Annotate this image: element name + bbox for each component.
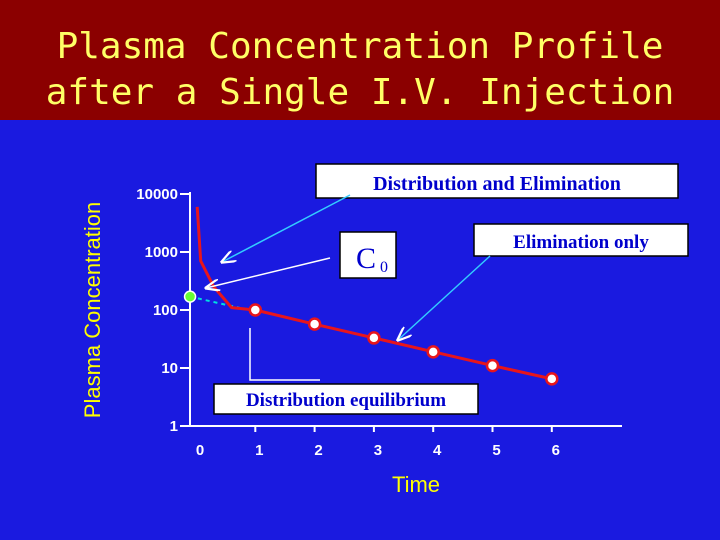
x-tick-label: 0 <box>196 442 204 459</box>
arrow-to-elimination-phase <box>398 255 491 340</box>
y-tick-label: 10 <box>161 360 178 377</box>
extrapolation-line <box>189 295 244 310</box>
y-tick-label: 1000 <box>145 244 178 261</box>
annotation-elimination-only: Elimination only <box>473 223 689 257</box>
slide-title-line-2: after a Single I.V. Injection <box>45 72 675 113</box>
x-tick-label: 1 <box>255 442 263 459</box>
y-tick-label: 1 <box>170 418 178 435</box>
y-axis-label: Plasma Concentration <box>80 202 105 418</box>
annotation-distribution-equilibrium-text: Distribution equilibrium <box>246 390 446 411</box>
arrow-to-c0 <box>206 257 331 288</box>
data-point <box>307 317 322 331</box>
x-axis-label: Time <box>392 472 440 497</box>
x-tick-label: 3 <box>374 442 382 459</box>
annotation-elimination-only-text: Elimination only <box>513 232 649 253</box>
arrow-to-distribution-phase <box>222 194 351 262</box>
x-tick-label: 5 <box>492 442 500 459</box>
annotation-distribution-elimination: Distribution and Elimination <box>315 163 679 199</box>
title-band <box>0 0 720 120</box>
data-point <box>485 358 500 373</box>
concentration-curve <box>195 206 553 381</box>
data-point <box>367 331 381 345</box>
c0-point <box>183 290 197 303</box>
equilibrium-bracket <box>249 328 320 381</box>
y-tick-label: 10000 <box>136 186 178 203</box>
x-tick-label: 4 <box>433 442 442 459</box>
x-tick-label: 2 <box>314 442 322 459</box>
slide-title-line-1: Plasma Concentration Profile <box>56 26 664 67</box>
data-point <box>248 303 263 317</box>
x-tick-label: 6 <box>552 442 560 459</box>
annotation-distribution-equilibrium: Distribution equilibrium <box>213 383 479 415</box>
annotation-c0-subscript: 0 <box>380 259 388 276</box>
annotation-c0-text: C <box>356 242 376 275</box>
annotation-distribution-elimination-text: Distribution and Elimination <box>373 173 621 195</box>
annotation-c0: C 0 <box>339 231 397 279</box>
data-point <box>426 345 440 359</box>
data-point <box>545 372 559 386</box>
y-tick-label: 100 <box>153 302 178 319</box>
